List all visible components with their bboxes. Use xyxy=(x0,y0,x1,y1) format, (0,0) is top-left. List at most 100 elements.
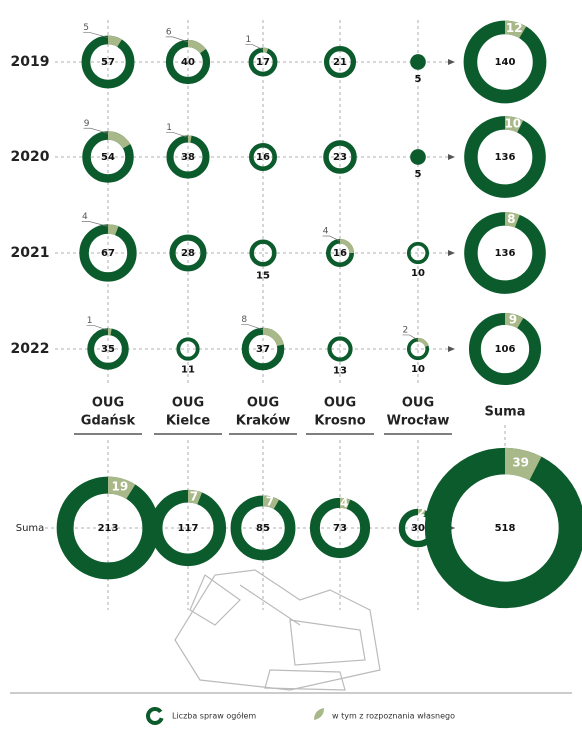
total-label: 16 xyxy=(256,152,270,163)
total-label: 5 xyxy=(415,74,422,85)
column-label: Suma xyxy=(485,405,526,420)
donut: 1 17 xyxy=(245,35,275,74)
donut: 5 57 xyxy=(83,23,130,84)
row-label: 2021 xyxy=(11,245,50,261)
donut: 8 37 xyxy=(241,315,281,367)
legend-text: w tym z rozpoznania własnego xyxy=(332,712,455,721)
excavator-illustration xyxy=(175,570,380,690)
own-leader xyxy=(83,33,108,38)
donut: 210 xyxy=(402,325,427,375)
total-label: 28 xyxy=(181,248,195,259)
total-label: 13 xyxy=(333,366,347,377)
donut: 9 54 xyxy=(84,119,130,179)
donut: 8 136 xyxy=(471,212,539,287)
own-label: 6 xyxy=(166,27,172,37)
column-label: Wrocław xyxy=(387,414,450,429)
total-label: 17 xyxy=(256,57,270,68)
row-label: 2022 xyxy=(11,341,50,357)
total-label: 11 xyxy=(181,365,195,376)
own-segment xyxy=(108,136,127,147)
own-leader xyxy=(87,325,108,330)
column-label: OUG xyxy=(247,396,279,411)
total-label: 117 xyxy=(178,523,199,534)
total-label: 85 xyxy=(256,523,270,534)
column-label: Gdańsk xyxy=(81,414,136,429)
own-label: 9 xyxy=(84,119,90,129)
total-label: 37 xyxy=(256,344,270,355)
own-label: 10 xyxy=(504,116,521,130)
legend-text: Liczba spraw ogółem xyxy=(172,711,256,721)
own-label: 8 xyxy=(507,212,515,226)
own-leader xyxy=(241,325,263,330)
legend-icon-own xyxy=(314,708,324,720)
donut-ring xyxy=(410,54,426,70)
donut: 1 38 xyxy=(166,123,206,175)
arrow xyxy=(448,346,455,352)
column-label: Kraków xyxy=(236,414,291,429)
total-label: 136 xyxy=(495,152,516,163)
own-label: 5 xyxy=(83,23,89,33)
own-label: 1 xyxy=(245,35,251,45)
donut: 10 136 xyxy=(471,116,539,191)
donut: 5 xyxy=(410,54,426,85)
total-label: 10 xyxy=(411,364,425,375)
own-label: 4 xyxy=(82,212,88,222)
own-label: 4 xyxy=(323,227,329,237)
donut: 7 85 xyxy=(236,494,290,555)
total-label: 140 xyxy=(495,57,516,68)
arrow xyxy=(448,250,455,256)
row-label: 2019 xyxy=(11,54,50,70)
donut: 9106 xyxy=(475,312,535,379)
donut: 5 xyxy=(410,149,426,180)
own-label: 2 xyxy=(417,505,425,519)
own-segment xyxy=(263,50,267,51)
own-label: 7 xyxy=(190,489,198,503)
own-segment xyxy=(108,40,120,43)
total-label: 40 xyxy=(181,57,195,68)
column-label: OUG xyxy=(402,396,434,411)
total-label: 106 xyxy=(495,344,516,355)
total-label: 38 xyxy=(181,152,195,163)
own-label: 4 xyxy=(340,496,348,510)
total-label: 35 xyxy=(101,344,115,355)
total-label: 23 xyxy=(333,152,347,163)
row-label: Suma xyxy=(16,523,45,534)
total-label: 57 xyxy=(101,57,115,68)
total-label: 15 xyxy=(256,271,270,282)
column-label: OUG xyxy=(324,396,356,411)
total-label: 136 xyxy=(495,248,516,259)
total-label: 54 xyxy=(101,152,115,163)
own-label: 8 xyxy=(241,315,247,325)
donut: 12 140 xyxy=(470,21,539,96)
own-label: 1 xyxy=(166,123,172,133)
own-label: 7 xyxy=(266,494,274,508)
column-label: Krosno xyxy=(314,414,365,429)
column-label: OUG xyxy=(172,396,204,411)
column-label: Kielce xyxy=(166,414,211,429)
chart: 2019557640117215121402020954138162351013… xyxy=(0,0,582,729)
column-label: OUG xyxy=(92,396,124,411)
legend-icon-total xyxy=(148,709,162,723)
donut: 4 16 xyxy=(323,227,352,265)
own-label: 19 xyxy=(112,479,129,493)
total-label: 30 xyxy=(411,523,425,534)
own-label: 12 xyxy=(506,21,523,35)
total-label: 67 xyxy=(101,248,115,259)
donut: 4 67 xyxy=(82,212,132,277)
own-leader xyxy=(84,128,108,133)
total-label: 10 xyxy=(411,268,425,279)
donut: 6 40 xyxy=(166,27,207,80)
own-segment xyxy=(108,229,117,231)
arrow xyxy=(448,59,455,65)
donut: 19 213 xyxy=(65,479,151,571)
total-label: 73 xyxy=(333,523,347,534)
total-label: 213 xyxy=(98,523,119,534)
total-label: 5 xyxy=(415,169,422,180)
row-label: 2020 xyxy=(11,149,50,165)
own-leader xyxy=(166,132,188,137)
donut: 135 xyxy=(87,316,126,366)
total-label: 16 xyxy=(333,248,347,259)
own-label: 39 xyxy=(512,455,529,469)
own-leader xyxy=(166,37,188,42)
